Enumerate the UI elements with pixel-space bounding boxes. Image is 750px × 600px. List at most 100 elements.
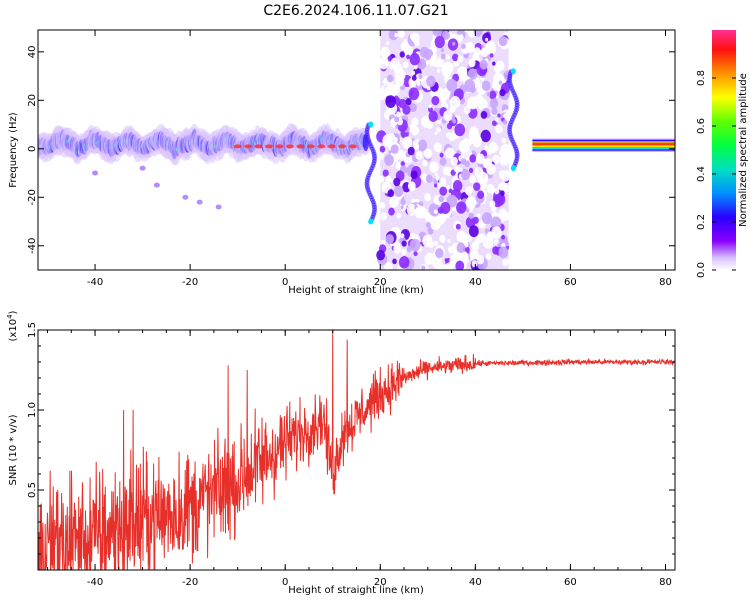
noise-blob (440, 201, 451, 215)
noise-blob (423, 48, 434, 60)
noise-blob (499, 208, 507, 218)
noise-blob (473, 182, 481, 192)
noise-blob (409, 238, 421, 252)
noise-blob (407, 181, 416, 191)
noise-blob (469, 126, 479, 137)
noise-blob (481, 222, 486, 227)
noise-blob (443, 110, 453, 122)
noise-blob (449, 132, 457, 141)
noise-blob (376, 88, 387, 101)
noise-blob (438, 264, 448, 270)
noise-blob (448, 188, 453, 194)
noise-blob (493, 239, 499, 245)
noise-blob (452, 180, 463, 192)
noise-blob (394, 68, 406, 82)
noise-blob (418, 74, 423, 80)
colorbar-tick-label: 0.2 (696, 214, 707, 230)
noise-blob (485, 253, 492, 260)
noise-blob (402, 104, 411, 115)
noise-blob (438, 195, 444, 203)
y-tick-label: -20 (27, 189, 38, 205)
x-tick-label: -20 (182, 577, 198, 588)
faint-blob (139, 165, 146, 171)
noise-blob (409, 32, 417, 41)
colorbar-ticks: 0.0 0.2 0.4 0.6 0.8 (696, 70, 736, 278)
noise-blob (460, 169, 471, 181)
noise-blob (405, 98, 412, 106)
noise-blob (394, 32, 399, 38)
spectrogram-frame (37, 29, 676, 271)
noise-blob (440, 53, 446, 60)
noise-blob (439, 176, 447, 186)
bright-blob (244, 144, 253, 149)
noise-blob (495, 117, 499, 122)
snr-multiplier-exp: 4 (6, 314, 14, 319)
x-tick-label: -40 (87, 277, 103, 288)
noise-blob (480, 129, 491, 143)
noise-blob (454, 167, 458, 172)
noise-blob (481, 80, 491, 92)
noise-blob (461, 43, 466, 50)
noise-blob (377, 152, 384, 161)
bright-blob (233, 144, 242, 149)
noise-blob (486, 231, 495, 241)
noise-blob (491, 120, 497, 127)
noise-blob (396, 149, 406, 160)
noise-blob (488, 141, 498, 154)
noise-blob (468, 212, 474, 219)
noise-blob (410, 170, 418, 179)
noise-blob (402, 61, 409, 69)
noise-blob (406, 54, 410, 60)
noise-blob (434, 172, 438, 177)
noise-blob (436, 68, 441, 73)
noise-blob (424, 212, 430, 220)
noise-blob (433, 240, 439, 246)
noise-blob (497, 113, 501, 118)
noise-blob (449, 95, 461, 109)
colorbar-label: Normalized spectral amplitude (738, 73, 749, 227)
noise-blob (439, 157, 447, 166)
noise-blob (467, 96, 479, 110)
noise-blob (472, 216, 479, 224)
noise-blob (492, 154, 500, 164)
colorbar: 0.0 0.2 0.4 0.6 0.8 Normalized spectral ampl… (696, 30, 749, 278)
noise-blob (456, 201, 467, 214)
noise-blob (409, 52, 420, 66)
noise-blob (454, 123, 466, 137)
y-tick-label: 0 (27, 146, 38, 152)
bright-blob (338, 144, 347, 149)
noise-blob (411, 198, 416, 204)
noise-blob (471, 241, 480, 251)
faint-blob (92, 170, 99, 176)
noise-blob (411, 74, 417, 81)
noise-blob (399, 51, 405, 58)
noise-blob (433, 142, 443, 153)
faint-blob (196, 199, 203, 205)
noise-blob (417, 139, 428, 152)
noise-blob (489, 53, 494, 58)
spectrogram-ylabel: Frequency (Hz) (8, 112, 19, 188)
noise-blob (406, 203, 417, 216)
noise-blob (400, 205, 404, 210)
noise-blob (473, 47, 481, 57)
noise-blob (434, 35, 445, 49)
noise-blob (480, 110, 488, 119)
y-tick-label: 20 (27, 94, 38, 107)
noise-blob (388, 30, 399, 41)
noise-blob (440, 48, 445, 53)
noise-blob (453, 60, 459, 67)
noise-blob (424, 252, 435, 265)
noise-blob (468, 58, 476, 68)
noise-blob (501, 137, 507, 144)
noise-blob (411, 70, 416, 76)
noise-blob (392, 258, 397, 265)
noise-blob (400, 198, 406, 206)
noise-blob (495, 124, 503, 134)
noise-blob (446, 264, 451, 269)
noise-blob (477, 98, 488, 111)
bright-blob (254, 144, 263, 149)
noise-blob (458, 139, 470, 154)
bright-blob (306, 144, 315, 149)
noise-blob (439, 152, 444, 158)
noise-blob (478, 223, 482, 228)
